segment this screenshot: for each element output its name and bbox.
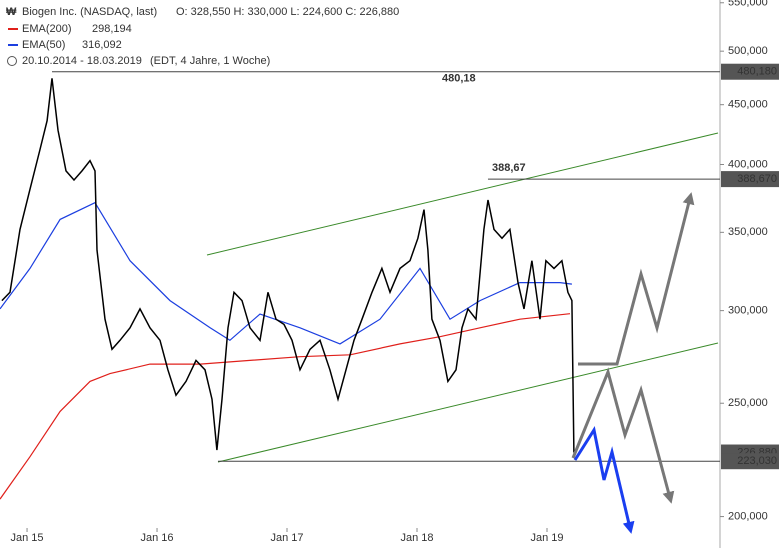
price-box [721,171,779,188]
scenario-arrow [571,367,675,504]
channel-lower [217,342,719,463]
y-tick-label: 500,000 [728,45,768,57]
period: 20.10.2014 - 18.03.2019 [22,55,142,67]
level-note: 480,18 [442,73,476,85]
legend-label: EMA(50) [22,39,65,51]
scenario-arrow [578,192,695,366]
legend-icon: ₩ [6,6,17,18]
y-tick-label: 250,000 [728,397,768,409]
y-tick-label: 450,000 [728,99,768,111]
price-label: 388,670 [737,173,777,185]
y-tick-label: 550,000 [728,0,768,9]
scenario-arrow [573,426,635,534]
x-tick-label: Jan 16 [141,532,174,544]
legend-label: EMA(200) [22,23,72,35]
price-box [721,453,779,470]
y-tick-label: 200,000 [728,510,768,522]
series-line [0,313,571,500]
y-tick-label: 300,000 [728,305,768,317]
x-tick-label: Jan 19 [530,532,563,544]
x-tick-label: Jan 18 [400,532,433,544]
channel-upper [206,132,719,256]
y-tick-label: 350,000 [728,226,768,238]
legend-value: 298,194 [92,23,132,35]
series-line [1,78,575,453]
legend: ₩ Biogen Inc. (NASDAQ, last) O: 328,550 … [6,6,399,67]
level-note: 388,67 [492,162,526,174]
ohlc: O: 328,550 H: 330,000 L: 224,600 C: 226,… [176,6,399,18]
price-label: 480,180 [737,66,777,78]
price-label: 223,030 [737,455,777,467]
legend-value: 316,092 [82,39,122,51]
x-tick-label: Jan 17 [270,532,303,544]
price-box [721,63,779,80]
y-tick-label: 400,000 [728,158,768,170]
legend-label: Biogen Inc. (NASDAQ, last) [22,6,157,18]
clock-icon [7,56,17,66]
x-tick-label: Jan 15 [11,532,44,544]
period-note: (EDT, 4 Jahre, 1 Woche) [150,55,270,67]
series-line [0,201,572,345]
